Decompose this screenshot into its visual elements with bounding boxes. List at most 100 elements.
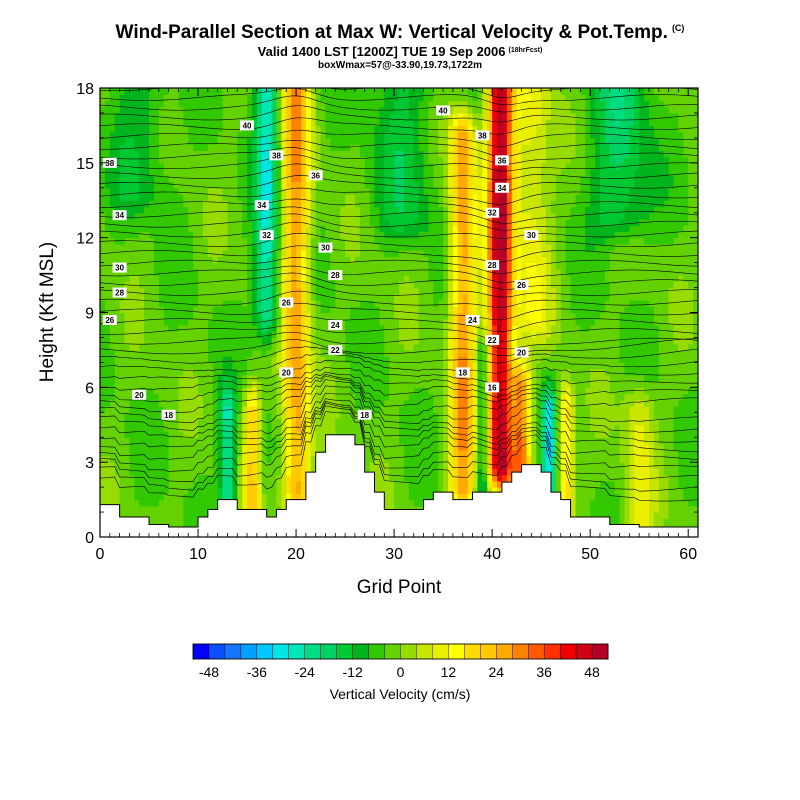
colorbar-tick-label: 12: [441, 664, 457, 680]
field-cell: [139, 231, 150, 239]
field-cell: [448, 187, 454, 195]
field-cell: [472, 287, 479, 295]
field-cell: [653, 125, 679, 133]
field-cell: [467, 256, 474, 264]
field-cell: [443, 243, 449, 251]
field-cell: [550, 399, 557, 407]
field-cell: [609, 150, 630, 158]
field-cell: [472, 480, 479, 488]
field-cell: [570, 493, 577, 501]
field-cell: [448, 287, 454, 295]
field-cell: [144, 337, 209, 345]
field-cell: [237, 406, 243, 413]
field-cell: [570, 443, 577, 451]
field-cell: [629, 194, 670, 201]
field-cell: [251, 262, 258, 270]
field-cell: [100, 231, 111, 239]
field-cell: [286, 212, 292, 220]
field-cell: [247, 100, 253, 108]
field-cell: [604, 112, 616, 120]
field-cell: [418, 181, 425, 189]
colorbar-swatch: [591, 643, 609, 660]
field-cell: [653, 306, 670, 314]
field-cell: [452, 281, 459, 289]
field-cell: [448, 306, 454, 314]
field-cell: [305, 387, 312, 395]
field-cell: [403, 443, 439, 451]
field-cell: [487, 144, 493, 151]
field-cell: [261, 424, 268, 432]
field-cell: [467, 462, 474, 470]
field-cell: [487, 406, 493, 413]
field-cell: [678, 112, 698, 120]
field-cell: [506, 237, 513, 245]
field-cell: [158, 293, 199, 301]
field-cell: [477, 393, 483, 401]
field-cell: [163, 94, 180, 102]
field-cell: [320, 137, 331, 145]
field-cell: [526, 393, 532, 401]
potential-temperature-contours: [100, 88, 698, 502]
colorbar-swatch: [400, 643, 417, 660]
field-cell: [550, 94, 567, 102]
field-cell: [526, 368, 532, 376]
contour-label-bg: [279, 367, 294, 378]
colorbar-swatch: [527, 643, 545, 660]
field-cell: [497, 424, 503, 432]
field-cell: [506, 343, 513, 351]
field-cell: [232, 430, 238, 438]
field-cell: [526, 443, 532, 451]
field-cell: [124, 287, 145, 295]
field-cell: [448, 337, 454, 345]
field-cell: [369, 194, 376, 201]
field-cell: [452, 381, 459, 388]
field-cell: [256, 194, 263, 201]
field-cell: [300, 337, 307, 345]
field-cell: [149, 156, 160, 164]
field-cell: [521, 381, 528, 388]
field-cell: [222, 119, 243, 127]
field-cell: [487, 462, 493, 470]
field-cell: [634, 443, 650, 451]
field-cell: [202, 231, 229, 239]
field-cell: [261, 324, 268, 332]
field-cell: [300, 418, 307, 426]
field-cell: [619, 356, 660, 363]
field-cell: [452, 343, 459, 351]
field-cell: [477, 200, 483, 208]
field-cell: [359, 231, 376, 239]
field-cell: [560, 275, 572, 282]
field-cell: [457, 437, 469, 445]
field-cell: [418, 137, 430, 145]
field-cell: [457, 449, 469, 457]
field-cell: [599, 312, 621, 320]
field-cell: [599, 218, 621, 226]
field-cell: [629, 144, 640, 151]
field-cell: [222, 443, 233, 451]
field-cell: [222, 424, 233, 432]
field-cell: [497, 406, 503, 413]
field-cell: [335, 281, 400, 289]
field-cell: [242, 406, 248, 413]
field-cell: [305, 94, 312, 102]
field-cell: [541, 106, 552, 114]
field-cell: [114, 462, 130, 470]
field-cell: [634, 88, 640, 95]
field-cell: [472, 262, 483, 270]
field-cell: [256, 443, 263, 451]
field-cell: [501, 112, 508, 120]
field-cell: [349, 374, 390, 382]
field-cell: [158, 399, 180, 407]
field-cell: [379, 312, 395, 320]
field-cell: [242, 480, 248, 488]
field-cell: [305, 237, 312, 245]
field-cell: [526, 275, 542, 282]
field-cell: [448, 324, 454, 332]
field-cell: [286, 281, 292, 289]
field-cell: [359, 243, 380, 251]
y-tick-label: 0: [85, 530, 94, 547]
field-cell: [639, 218, 689, 226]
field-cell: [497, 374, 503, 382]
field-cell: [467, 430, 474, 438]
